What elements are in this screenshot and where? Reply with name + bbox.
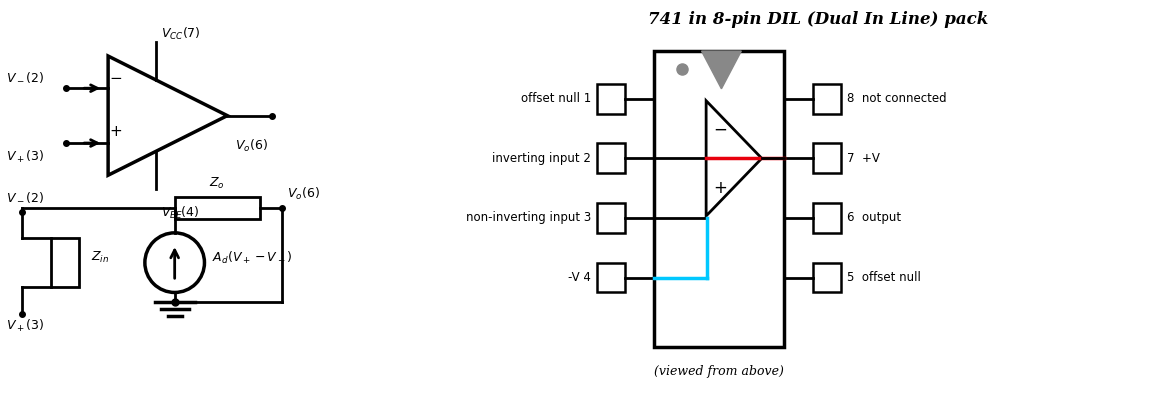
Text: $V_-(2)$: $V_-(2)$ (6, 190, 44, 204)
Text: non-inverting input 3: non-inverting input 3 (466, 211, 590, 224)
Text: offset null 1: offset null 1 (520, 92, 590, 105)
Polygon shape (702, 51, 741, 89)
Text: $V_+(3)$: $V_+(3)$ (6, 149, 44, 165)
Text: -V 4: -V 4 (569, 271, 590, 284)
Text: (viewed from above): (viewed from above) (654, 365, 784, 378)
Text: $V_o(6)$: $V_o(6)$ (287, 186, 320, 202)
Bar (814, 144, 841, 173)
Bar (175, 197, 260, 219)
Bar (597, 84, 625, 114)
Bar (597, 144, 625, 173)
Bar (597, 262, 625, 292)
Text: $V_{CC}(7)$: $V_{CC}(7)$ (161, 26, 200, 42)
Text: 7  +V: 7 +V (847, 152, 881, 165)
Text: 8  not connected: 8 not connected (847, 92, 947, 105)
Bar (814, 84, 841, 114)
Text: $A_d(V_+ - V_-)$: $A_d(V_+ - V_-)$ (213, 249, 292, 266)
Text: 6  output: 6 output (847, 211, 901, 224)
Text: $Z_o$: $Z_o$ (209, 176, 226, 191)
Text: $-$: $-$ (712, 120, 727, 137)
Text: $V_-(2)$: $V_-(2)$ (6, 70, 44, 84)
Bar (597, 203, 625, 233)
Text: $V_+(3)$: $V_+(3)$ (6, 318, 44, 334)
Text: $+$: $+$ (109, 124, 123, 139)
Bar (655, 51, 784, 347)
Text: 741 in 8-pin DIL (Dual In Line) pack: 741 in 8-pin DIL (Dual In Line) pack (648, 11, 989, 28)
Text: $+$: $+$ (712, 179, 727, 197)
Bar (52, 238, 79, 287)
Bar (814, 262, 841, 292)
Text: 5  offset null: 5 offset null (847, 271, 921, 284)
Text: $-$: $-$ (109, 69, 123, 84)
Text: $V_o(6)$: $V_o(6)$ (235, 137, 268, 154)
Text: inverting input 2: inverting input 2 (491, 152, 590, 165)
Bar (814, 203, 841, 233)
Text: $V_{EE}(4)$: $V_{EE}(4)$ (161, 205, 199, 221)
Text: $Z_{in}$: $Z_{in}$ (91, 250, 109, 265)
